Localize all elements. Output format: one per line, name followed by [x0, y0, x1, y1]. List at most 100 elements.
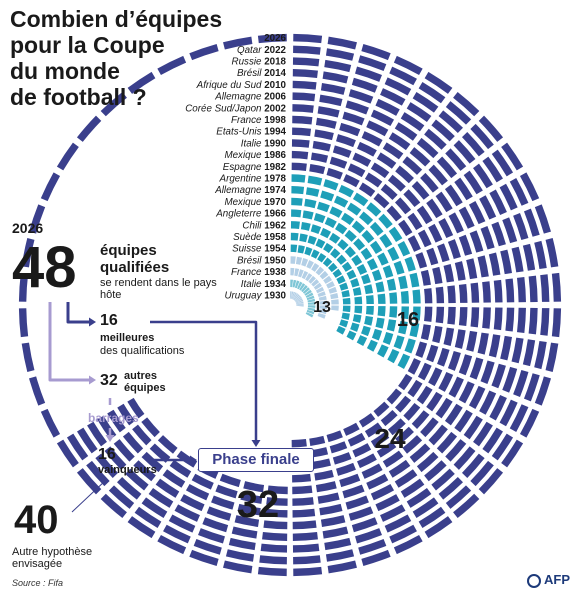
team-segment — [149, 443, 171, 463]
team-segment — [315, 238, 326, 249]
team-segment — [292, 497, 314, 506]
team-segment — [327, 560, 357, 574]
team-segment — [473, 421, 493, 447]
edition-label: Afrique du Sud 2010 — [196, 80, 287, 91]
team-segment — [76, 115, 102, 142]
team-segment — [352, 192, 369, 207]
team-segment — [332, 452, 352, 465]
team-segment — [377, 293, 386, 304]
team-segment — [426, 247, 439, 266]
edition-year: 1990 — [264, 138, 286, 149]
team-segment — [448, 212, 464, 234]
team-segment — [292, 127, 312, 137]
edition-country: Allemagne — [214, 185, 264, 196]
team-segment — [310, 152, 329, 163]
edition-label: Uruguay 1930 — [224, 291, 286, 302]
team-segment — [299, 283, 306, 291]
team-segment — [292, 508, 316, 518]
team-segment — [344, 229, 357, 242]
team-segment — [315, 481, 337, 493]
team-segment — [339, 282, 349, 291]
team-segment — [305, 312, 314, 318]
edition-year: 2006 — [264, 92, 286, 103]
edition-bar — [290, 256, 339, 311]
team-segment — [356, 141, 377, 157]
edition-label: Suède 1958 — [233, 232, 286, 243]
team-segment — [403, 402, 421, 421]
team-segment — [350, 322, 360, 332]
team-segment — [458, 354, 473, 376]
team-segment — [157, 534, 187, 555]
team-segment — [398, 320, 408, 335]
team-segment — [305, 273, 313, 282]
team-segment — [319, 94, 343, 107]
team-segment — [358, 211, 374, 226]
team-segment — [329, 206, 343, 218]
team-segment — [259, 555, 287, 565]
team-segment — [307, 235, 317, 245]
team-segment — [320, 190, 335, 202]
team-segment — [522, 243, 536, 271]
team-segment — [292, 80, 317, 90]
team-segment — [499, 399, 518, 427]
team-segment — [320, 82, 346, 95]
title-line: du monde — [10, 58, 120, 84]
team-segment — [352, 314, 362, 323]
team-segment — [293, 45, 321, 55]
team-segment — [333, 195, 349, 208]
team-segment — [523, 373, 540, 402]
team-segment — [501, 439, 524, 468]
team-segment — [437, 243, 450, 263]
team-segment — [100, 91, 127, 117]
team-segment — [500, 335, 513, 361]
team-segment — [291, 186, 305, 195]
team-segment — [326, 281, 335, 289]
team-segment — [420, 417, 439, 438]
edition-bar — [97, 80, 515, 530]
edition-label: Angleterre 1966 — [215, 209, 286, 220]
team-segment — [482, 427, 503, 454]
edition-year: 1994 — [264, 127, 286, 138]
team-segment — [407, 358, 421, 375]
team-segment — [420, 269, 431, 286]
team-segment — [336, 254, 347, 265]
team-segment — [306, 260, 314, 269]
team-segment — [534, 376, 551, 406]
team-segment — [404, 338, 416, 354]
edition-year: 1930 — [264, 291, 286, 302]
edition-label: Etats-Unis 1994 — [216, 127, 286, 138]
team-segment — [223, 36, 253, 50]
winners-label: vainqueurs — [98, 464, 157, 476]
team-segment — [292, 69, 318, 79]
team-segment — [482, 281, 491, 303]
team-segment — [330, 248, 341, 259]
team-segment — [417, 362, 432, 381]
team-segment — [409, 443, 431, 463]
team-segment — [339, 473, 361, 488]
team-segment — [393, 55, 423, 76]
others-count: 32 — [100, 372, 118, 389]
team-segment — [378, 213, 393, 229]
team-segment — [104, 446, 127, 470]
team-segment — [361, 230, 375, 244]
team-segment — [366, 202, 382, 217]
team-segment — [337, 239, 349, 251]
team-segment — [361, 463, 383, 479]
team-segment — [311, 279, 320, 287]
team-segment — [386, 278, 397, 291]
team-segment — [384, 77, 412, 96]
team-segment — [470, 282, 480, 303]
best-label: meilleures — [100, 332, 155, 344]
team-segment — [412, 306, 421, 321]
team-segment — [412, 497, 439, 518]
team-segment — [304, 289, 312, 296]
team-segment — [438, 476, 463, 500]
team-segment — [346, 269, 357, 280]
team-segment — [386, 205, 402, 222]
team-segment — [322, 526, 349, 539]
team-segment — [458, 283, 468, 303]
team-segment — [134, 506, 162, 529]
team-segment — [309, 435, 326, 446]
team-segment — [499, 183, 518, 211]
team-segment — [394, 122, 418, 141]
